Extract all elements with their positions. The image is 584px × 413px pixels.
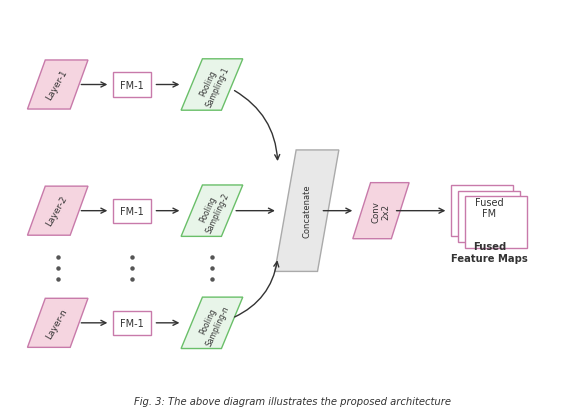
Text: Pooling
Sampling-1: Pooling Sampling-1 — [194, 62, 231, 109]
Text: Pooling
Sampling-2: Pooling Sampling-2 — [194, 188, 231, 235]
Text: Fused
Feature Maps: Fused Feature Maps — [451, 242, 528, 263]
Text: Layer-n: Layer-n — [44, 306, 69, 340]
Text: FM-1: FM-1 — [120, 318, 144, 328]
Text: FM-1: FM-1 — [120, 80, 144, 90]
Text: Pooling
Sampling-n: Pooling Sampling-n — [194, 299, 231, 347]
FancyBboxPatch shape — [451, 185, 513, 237]
FancyBboxPatch shape — [458, 191, 520, 242]
Text: Layer-1: Layer-1 — [44, 69, 69, 102]
FancyBboxPatch shape — [465, 197, 527, 248]
FancyBboxPatch shape — [113, 73, 151, 97]
Text: Conv
2x2: Conv 2x2 — [371, 200, 391, 222]
Polygon shape — [181, 297, 243, 349]
Polygon shape — [353, 183, 409, 239]
FancyBboxPatch shape — [113, 199, 151, 223]
Polygon shape — [181, 185, 243, 237]
Polygon shape — [275, 151, 339, 272]
Text: FM-1: FM-1 — [120, 206, 144, 216]
FancyBboxPatch shape — [113, 311, 151, 335]
Text: Concatenate: Concatenate — [303, 185, 311, 238]
Polygon shape — [27, 187, 88, 236]
Text: Fig. 3: The above diagram illustrates the proposed architecture: Fig. 3: The above diagram illustrates th… — [134, 396, 450, 406]
Text: Fused
FM: Fused FM — [475, 197, 504, 218]
Polygon shape — [181, 59, 243, 111]
Text: Layer-2: Layer-2 — [44, 195, 69, 228]
Polygon shape — [27, 61, 88, 110]
Polygon shape — [27, 299, 88, 347]
